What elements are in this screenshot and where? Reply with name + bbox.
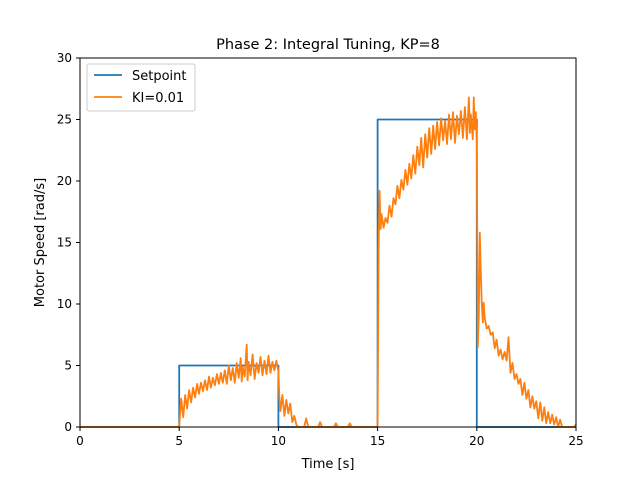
y-tick-label: 30: [57, 51, 72, 65]
legend-label-setpoint: Setpoint: [132, 69, 187, 84]
y-tick-label: 15: [57, 236, 72, 250]
y-axis-ticks: 0 5 10 15 20 25 30: [57, 51, 80, 434]
y-tick-label: 0: [64, 420, 72, 434]
y-tick-label: 10: [57, 297, 72, 311]
y-tick-label: 25: [57, 113, 72, 127]
y-axis-label: Motor Speed [rad/s]: [33, 178, 48, 307]
x-tick-label: 5: [175, 434, 183, 448]
x-tick-label: 0: [76, 434, 84, 448]
chart-title: Phase 2: Integral Tuning, KP=8: [216, 37, 440, 53]
x-tick-label: 15: [370, 434, 385, 448]
legend: Setpoint KI=0.01: [86, 63, 196, 112]
y-tick-label: 5: [64, 359, 72, 373]
x-tick-label: 25: [568, 434, 583, 448]
x-tick-label: 20: [469, 434, 484, 448]
x-axis-label: Time [s]: [301, 457, 355, 472]
y-tick-label: 20: [57, 174, 72, 188]
legend-label-ki: KI=0.01: [132, 91, 184, 106]
x-tick-label: 10: [271, 434, 286, 448]
series-line-ki: [80, 96, 577, 428]
x-axis-ticks: 0 5 10 15 20 25: [76, 427, 584, 448]
